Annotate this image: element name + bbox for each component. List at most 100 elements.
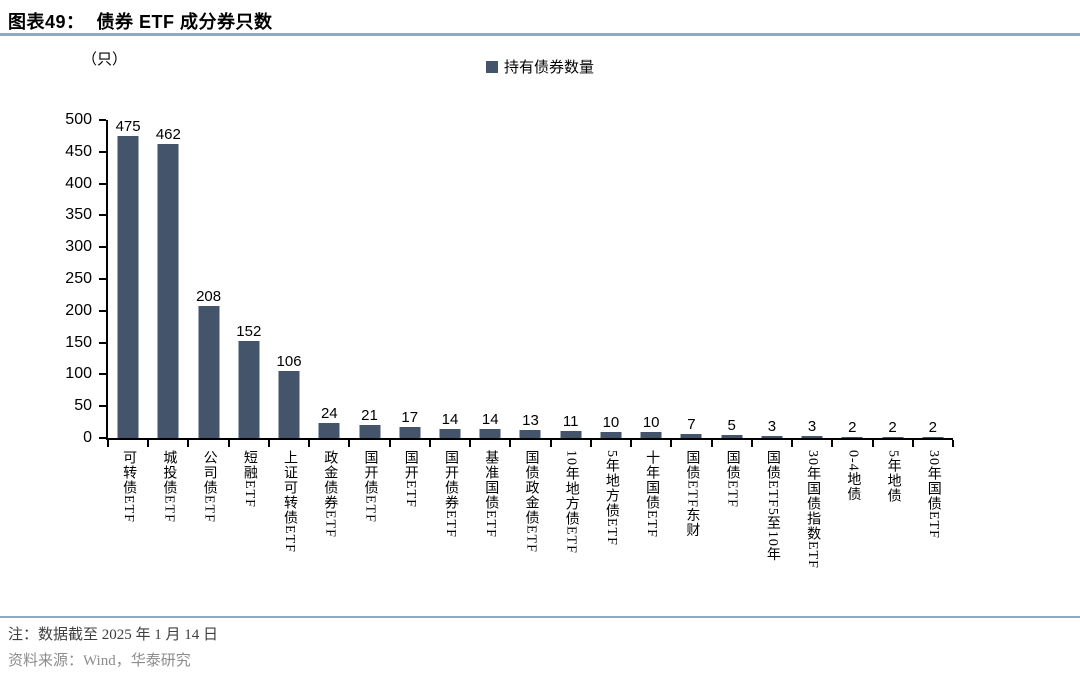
y-axis-tick (99, 119, 106, 121)
x-axis-tick (509, 440, 512, 447)
x-axis-category-label: 0-4地债 (845, 450, 861, 502)
bar: 17 (399, 409, 421, 438)
bar-column: 152 短融ETF (229, 120, 269, 508)
x-axis-tick (227, 440, 230, 447)
bar: 462 (156, 126, 181, 438)
bar-value-label: 5 (727, 416, 736, 434)
bar-column: 7 国债ETF东财 (671, 120, 711, 538)
bar: 208 (196, 288, 221, 438)
x-axis-category-label: 短融ETF (241, 450, 257, 508)
x-axis-tick (348, 440, 351, 447)
bar-column: 11 10年地方债ETF (551, 120, 591, 554)
x-axis-tick (791, 440, 794, 447)
bar: 11 (560, 413, 582, 438)
x-axis-tick (670, 440, 673, 447)
bar-value-label: 10 (642, 413, 660, 431)
x-axis-tick (871, 440, 874, 447)
y-axis-tick-label: 100 (65, 365, 92, 383)
x-axis-category-label: 可转债ETF (121, 450, 137, 523)
x-axis-category-label: 30年国债ETF (925, 450, 941, 539)
y-axis-tick-label: 200 (65, 301, 92, 319)
bar: 3 (801, 418, 823, 438)
x-axis-tick (911, 440, 914, 447)
x-axis-category-label: 上证可转债ETF (282, 450, 298, 553)
x-axis-category-label: 国债政金债ETF (523, 450, 539, 553)
y-axis-unit-label: （只） (82, 52, 128, 68)
data-note: 注：数据截至 2025 年 1 月 14 日 (8, 627, 219, 643)
x-axis-tick (952, 440, 954, 447)
bar-value-label: 462 (155, 126, 181, 144)
x-axis-tick (469, 440, 472, 447)
x-axis-category-label: 30年国债指数ETF (805, 450, 821, 569)
x-axis-category-label: 10年地方债ETF (563, 450, 579, 554)
bar: 5 (721, 417, 743, 438)
x-axis-tick (147, 440, 150, 447)
bar-column: 106 上证可转债ETF (269, 120, 309, 553)
bar-value-label: 208 (196, 287, 222, 305)
bar-column: 10 5年地方债ETF (591, 120, 631, 546)
bar: 13 (519, 412, 541, 438)
bar-value-label: 106 (276, 352, 302, 370)
x-axis-category-label: 十年国债ETF (644, 450, 660, 538)
bar: 475 (116, 118, 141, 438)
bar: 14 (439, 411, 461, 438)
bar: 2 (922, 419, 944, 438)
bar-column: 2 0-4地债 (832, 120, 872, 502)
figure-number: 图表49： (8, 12, 85, 32)
x-axis-category-label: 基准国债ETF (483, 450, 499, 538)
bar-value-label: 10 (602, 413, 620, 431)
bar-value-label: 475 (115, 117, 141, 135)
bar: 106 (277, 353, 302, 438)
x-axis-category-label: 国开债ETF (362, 450, 378, 523)
y-axis-tick-label: 250 (65, 270, 92, 287)
x-axis-category-label: 公司债ETF (201, 450, 217, 523)
bar-column: 462 城投债ETF (148, 120, 188, 523)
x-axis-category-label: 城投债ETF (161, 450, 177, 523)
y-axis-tick (99, 214, 106, 217)
bar: 10 (640, 414, 662, 438)
bar: 7 (680, 416, 702, 438)
y-axis-tick (99, 182, 106, 185)
y-axis-tick-label: 300 (65, 238, 92, 256)
x-axis-tick (630, 440, 633, 447)
y-axis-tick (99, 278, 106, 280)
x-axis-category-label: 国债ETF东财 (684, 450, 700, 538)
bar-value-label: 7 (687, 415, 696, 433)
y-axis-tick-label: 150 (65, 333, 92, 351)
legend: 持有债券数量 (0, 56, 1080, 77)
bar-value-label: 21 (361, 406, 378, 424)
bar-column: 475 可转债ETF (108, 118, 148, 523)
bar-column: 21 国开债ETF (349, 120, 389, 523)
y-axis-tick (99, 437, 106, 439)
y-axis-tick-label: 400 (65, 174, 92, 192)
figure-title-text: 债券 ETF 成分券只数 (96, 12, 273, 32)
bar-value-label: 3 (767, 418, 777, 436)
bar-column: 5 国债ETF (712, 120, 752, 508)
bar-column: 3 30年国债指数ETF (792, 120, 832, 569)
x-axis-tick (107, 440, 109, 447)
x-axis-category-label: 政金债券ETF (322, 450, 338, 538)
y-axis-tick (99, 150, 106, 153)
legend-swatch-icon (485, 60, 498, 73)
bar-column: 14 基准国债ETF (470, 120, 510, 538)
plot-area: 475 可转债ETF 462 城投债ETF 208 公司债ETF 152 短融ETF 106 上证… (99, 118, 954, 569)
bar-value-label: 2 (888, 418, 897, 436)
y-axis-tick (99, 373, 106, 376)
data-source: 资料来源：Wind，华泰研究 (8, 653, 191, 669)
bar-value-label: 152 (236, 323, 262, 341)
y-axis-tick (99, 246, 106, 249)
y-axis-tick-label: 0 (83, 429, 92, 446)
x-axis-tick (549, 440, 552, 447)
bar-value-label: 2 (928, 418, 937, 436)
bar-value-label: 2 (848, 418, 857, 436)
figure-header: 图表49： 债券 ETF 成分券只数 (0, 0, 1080, 36)
bar-value-label: 17 (401, 409, 419, 427)
bar: 10 (600, 414, 622, 438)
y-axis-tick-label: 50 (74, 397, 92, 415)
x-axis-tick (428, 440, 431, 447)
bar-column: 17 国开ETF (390, 120, 430, 508)
x-axis-category-label: 国债ETF (724, 450, 740, 508)
y-axis-tick-label: 350 (65, 206, 92, 224)
x-axis-tick (710, 440, 713, 447)
x-axis-tick (831, 440, 834, 447)
